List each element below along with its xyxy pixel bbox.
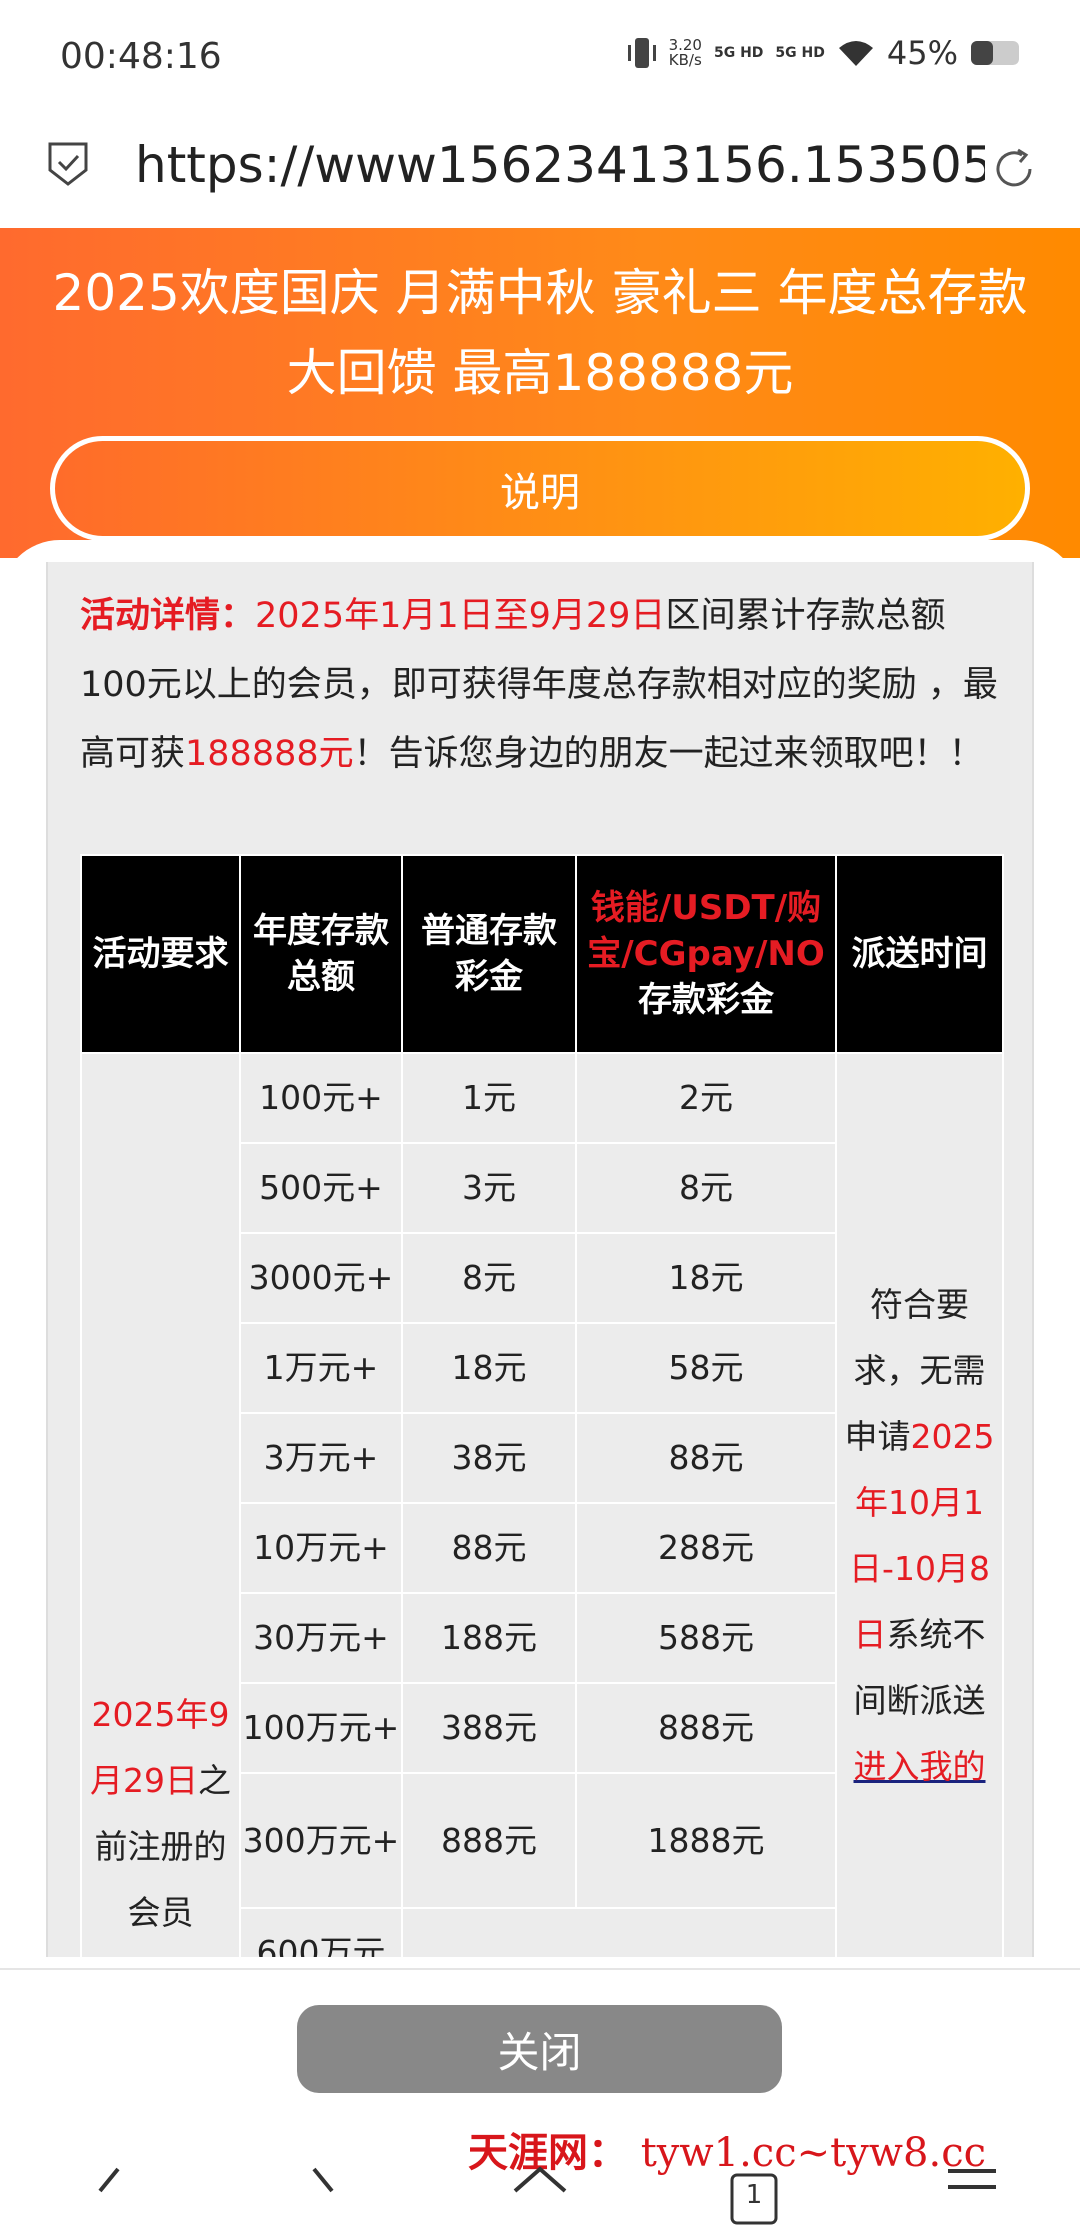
menu-icon[interactable] — [948, 2169, 996, 2189]
table-cell: 18元 — [401, 1322, 577, 1414]
explain-button[interactable]: 说明 — [50, 436, 1030, 541]
header-red: 钱能/USDT/购宝/CGpay/NO — [587, 888, 825, 974]
table-cell: 588元 — [575, 1592, 837, 1684]
table-row: 1万元+ 18元 58元 — [81, 1322, 1003, 1414]
table-cell: 3元 — [401, 1142, 577, 1234]
battery-icon — [971, 41, 1019, 65]
details-dates: 2025年1月1日至9月29日 — [255, 596, 666, 636]
table-row: 10万元+ 88元 288元 — [81, 1502, 1003, 1594]
speed: 3.20 — [668, 36, 702, 54]
network: 5G HD — [713, 45, 764, 61]
details: 活动详情：2025年1月1日至9月29日区间累计存款总额100元以上的会员，即可… — [80, 582, 1010, 789]
time: 00:48:16 — [60, 36, 222, 77]
dispatch-text: 系统不间断派送 — [853, 1615, 986, 1720]
table-cell: 8元 — [401, 1232, 577, 1324]
table-cell: 2元 — [575, 1052, 837, 1144]
details-amount: 188888元 — [185, 734, 354, 774]
details-text: ！告诉您身边的朋友一起过来领取吧！！ — [353, 734, 984, 774]
shield-icon[interactable] — [46, 140, 90, 188]
table-row: 600万元 — [81, 1907, 1003, 1957]
nav-bar: 1 — [98, 2166, 996, 2225]
table-cell: 3000元+ — [239, 1232, 403, 1324]
table-cell: 88元 — [575, 1412, 837, 1504]
dispatch-link[interactable]: 进入我的 — [853, 1747, 986, 1786]
status-bar: 00:48:16 3.20 KB/s 5G HD 5G HD 45% — [0, 0, 1080, 110]
net-speed: 3.20 KB/s — [669, 38, 702, 68]
table-row: 30万元+ 188元 588元 — [81, 1592, 1003, 1684]
table-cell: 30万元+ — [239, 1592, 403, 1684]
table-cell: 600万元 — [239, 1907, 403, 1957]
banner-title: 2025欢度国庆 月满中秋 豪礼三 年度总存款大回馈 最高188888元 — [52, 264, 1028, 402]
reward-table: 活动要求 年度存款总额 普通存款彩金 钱能/USDT/购宝/CGpay/NO 存款… — [80, 854, 1004, 1957]
table-cell: 18元 — [575, 1232, 837, 1324]
details-label: 活动详情： — [80, 596, 256, 636]
header-cell: 派送时间 — [835, 854, 1004, 1054]
dispatch-red: 2025年10月1日-10月8日 — [849, 1417, 995, 1654]
header-cell: 活动要求 — [80, 854, 241, 1054]
table-row: 2025年9月29日之前注册的会员 100元+ 1元 2元 符合要求，无需申请2025年… — [80, 1052, 1004, 1957]
content-panel: 活动详情：2025年1月1日至9月29日区间累计存款总额100元以上的会员，即可… — [0, 540, 1080, 1970]
url[interactable]: https://www15623413156.1535055 — [135, 136, 985, 194]
dispatch-text: 符合要求，无需申请 — [844, 1285, 986, 1456]
requirement-cell: 2025年9月29日之前注册的会员 — [80, 1052, 241, 1957]
wifi-icon — [838, 41, 873, 66]
table-row: 3000元+ 8元 18元 — [81, 1232, 1003, 1324]
battery-level: 45% — [886, 34, 958, 72]
details-text: 区间累计存款总额100元以上的会员，即可获得年度总存款相对应的奖励 ，最高可获 — [80, 596, 998, 774]
table-cell: 188元 — [401, 1592, 577, 1684]
table-cell: 100万元+ — [239, 1682, 403, 1774]
requirement-text: 之前注册的会员 — [94, 1761, 232, 1932]
reload-icon[interactable] — [990, 144, 1040, 194]
network: 5G HD — [775, 45, 825, 61]
table-row: 300万元+ 888元 1888元 — [81, 1772, 1003, 1909]
status-icons: 3.20 KB/s 5G HD 5G HD 45% — [627, 34, 1022, 72]
table-cell: 1万元+ — [239, 1322, 403, 1414]
close-button[interactable]: 关闭 — [297, 2005, 782, 2093]
table-row: 3万元+ 38元 88元 — [81, 1412, 1003, 1504]
table-cell: 88元 — [401, 1502, 577, 1594]
table-cell: 38元 — [401, 1412, 577, 1504]
bottom-bar: 关闭 天涯网： tyw1.cc~tyw8.cc 1 — [0, 1968, 1080, 2225]
table-row: 100万元+ 388元 888元 — [81, 1682, 1003, 1774]
table-cell: 388元 — [401, 1682, 577, 1774]
table-cell: 1元 — [401, 1052, 577, 1144]
content-box: 活动详情：2025年1月1日至9月29日区间累计存款总额100元以上的会员，即可… — [46, 562, 1034, 1957]
banner: 2025欢度国庆 月满中秋 豪礼三 年度总存款大回馈 最高188888元 说明 — [0, 228, 1080, 558]
dispatch-cell: 符合要求，无需申请2025年10月1日-10月8日系统不间断派送进入我的 — [835, 1052, 1004, 1957]
home-icon[interactable] — [513, 2166, 567, 2193]
table-cell: 3万元+ — [239, 1412, 403, 1504]
header-cell: 钱能/USDT/购宝/CGpay/NO 存款彩金 — [575, 854, 837, 1054]
speed-unit: KB/s — [668, 51, 702, 69]
table-cell: 100元+ — [239, 1052, 403, 1144]
header-cell: 年度存款总额 — [239, 854, 403, 1054]
requirement-red: 2025年9月29日 — [90, 1695, 230, 1800]
forward-icon[interactable] — [312, 2167, 334, 2193]
table-cell: 500元+ — [239, 1142, 403, 1234]
watermark: 天涯网： tyw1.cc~tyw8.cc — [468, 2120, 986, 2178]
tab-count: 1 — [746, 2180, 763, 2210]
vibrate-icon — [627, 38, 656, 68]
header-text: 存款彩金 — [638, 980, 774, 1020]
table-row: 500元+ 3元 8元 — [81, 1142, 1003, 1234]
watermark-site: 天涯网： — [468, 2129, 628, 2176]
address-bar: https://www15623413156.1535055 — [0, 110, 1080, 228]
table-cell: 58元 — [575, 1322, 837, 1414]
table-cell: 300万元+ — [239, 1772, 403, 1909]
table-cell: 288元 — [575, 1502, 837, 1594]
table-cell: 8元 — [575, 1142, 837, 1234]
table-cell: 10万元+ — [239, 1502, 403, 1594]
watermark-domains: tyw1.cc~tyw8.cc — [640, 2130, 986, 2176]
back-icon[interactable] — [98, 2167, 120, 2193]
table-cell: 1888元 — [575, 1772, 837, 1909]
table-cell: 888元 — [401, 1772, 577, 1909]
table-cell: 888元 — [575, 1682, 837, 1774]
header-cell: 普通存款彩金 — [401, 854, 577, 1054]
